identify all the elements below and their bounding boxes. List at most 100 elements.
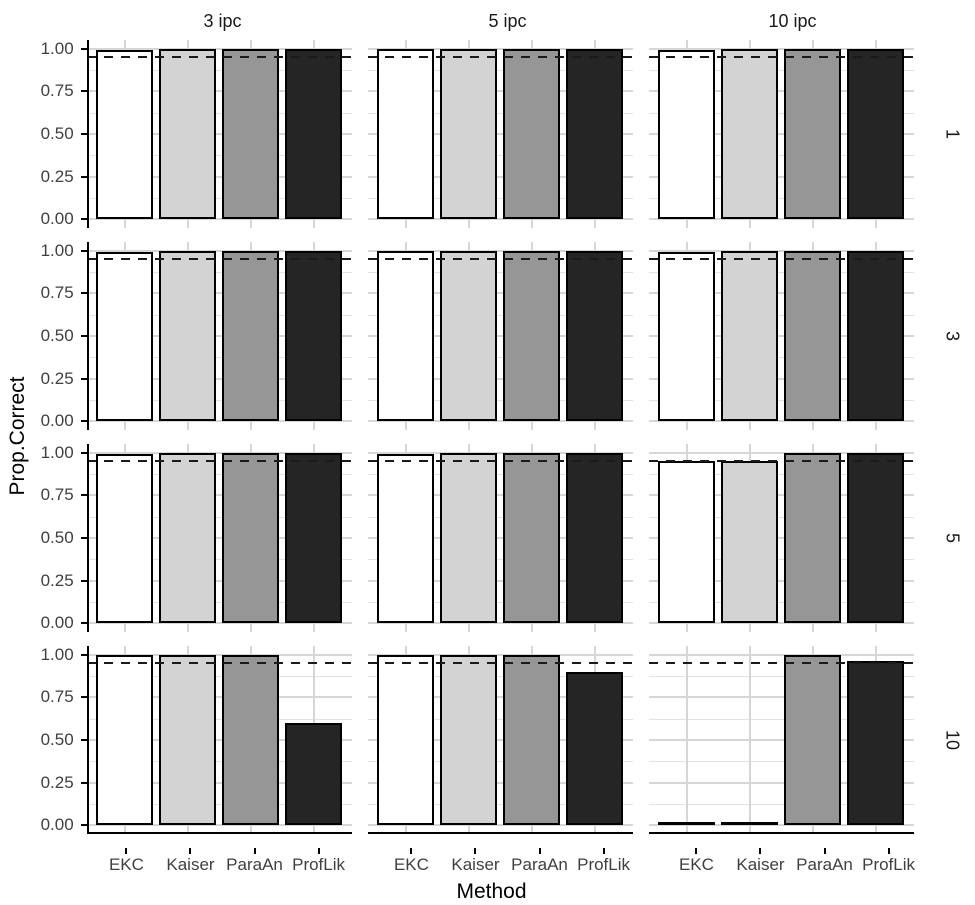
gridline-minor-h bbox=[367, 69, 633, 71]
gridline-minor-h bbox=[86, 198, 352, 200]
y-tick-mark bbox=[80, 781, 87, 784]
bar-Kaiser bbox=[721, 48, 779, 220]
panel-5-3ipc bbox=[86, 444, 352, 632]
x-tick-mark bbox=[823, 848, 826, 854]
gridline-minor-h bbox=[86, 675, 352, 677]
gridline-major-h bbox=[86, 579, 352, 582]
x-tick-label-Kaiser: Kaiser bbox=[451, 855, 500, 874]
gridline-major-h bbox=[367, 292, 633, 295]
gridline-minor-h bbox=[648, 718, 914, 720]
gridline-major-h bbox=[648, 622, 914, 625]
gridline-minor-h bbox=[367, 602, 633, 604]
y-axis-line bbox=[86, 444, 89, 632]
bar-EKC bbox=[658, 461, 715, 624]
panel-1-5ipc bbox=[367, 40, 633, 228]
bar-ParaAn bbox=[222, 452, 280, 624]
x-tick-label-Kaiser: Kaiser bbox=[166, 855, 215, 874]
gridline-major-h bbox=[86, 249, 352, 252]
panel-5-5ipc bbox=[367, 444, 633, 632]
bar-ProfLik bbox=[566, 48, 624, 220]
gridline-minor-h bbox=[86, 602, 352, 604]
gridline-minor-h bbox=[367, 314, 633, 316]
x-axis-title: Method bbox=[456, 880, 527, 903]
bar-ParaAn bbox=[503, 654, 561, 826]
gridline-major-h bbox=[367, 218, 633, 221]
row-strip-label: 5 bbox=[942, 532, 963, 544]
gridline-major-h bbox=[86, 47, 352, 50]
x-tick-label-ProfLik: ProfLik bbox=[862, 855, 916, 874]
x-tick-mark bbox=[695, 848, 698, 854]
y-tick-mark bbox=[80, 133, 87, 135]
bar-EKC bbox=[658, 50, 715, 220]
gridline-major-h bbox=[648, 377, 914, 380]
gridline-major-h bbox=[367, 377, 633, 380]
gridline-major-h bbox=[86, 218, 352, 221]
reference-line bbox=[367, 662, 633, 665]
gridline-minor-h bbox=[86, 357, 352, 359]
gridline-major-h bbox=[648, 175, 914, 178]
reference-line bbox=[648, 662, 914, 665]
gridline-major-h bbox=[86, 420, 352, 423]
gridline-major-h bbox=[367, 420, 633, 423]
gridline-minor-h bbox=[86, 112, 352, 114]
gridline-minor-h bbox=[648, 516, 914, 518]
gridline-minor-h bbox=[86, 400, 352, 402]
gridline-minor-h bbox=[367, 559, 633, 561]
gridline-minor-h bbox=[648, 804, 914, 806]
reference-line bbox=[367, 258, 633, 261]
bar-EKC bbox=[377, 654, 434, 826]
row-strip-1: 1 bbox=[930, 40, 975, 228]
row-strip-5: 5 bbox=[930, 444, 975, 632]
bar-EKC bbox=[377, 454, 434, 624]
x-tick-label-EKC: EKC bbox=[678, 855, 714, 874]
gridline-minor-h bbox=[86, 559, 352, 561]
gridline-major-h bbox=[648, 133, 914, 135]
x-tick-label-ParaAn: ParaAn bbox=[226, 855, 283, 874]
gridline-major-h bbox=[648, 218, 914, 221]
reference-line bbox=[648, 56, 914, 59]
gridline-minor-h bbox=[648, 69, 914, 71]
y-tick-mark bbox=[80, 292, 87, 295]
y-axis-gutter: 1.00 0.75 0.50 0.25 0.00 bbox=[0, 241, 87, 430]
bar-ProfLik bbox=[566, 452, 624, 624]
bar-ParaAn bbox=[222, 654, 280, 826]
gridline-minor-h bbox=[86, 761, 352, 763]
bar-EKC bbox=[377, 48, 434, 220]
gridline-major-h bbox=[367, 335, 633, 337]
bar-ParaAn bbox=[784, 654, 842, 826]
y-tick-mark bbox=[80, 696, 87, 699]
bar-ParaAn bbox=[503, 452, 561, 624]
gridline-minor-h bbox=[86, 516, 352, 518]
gridline-minor-h bbox=[648, 473, 914, 475]
reference-line bbox=[86, 258, 352, 261]
gridline-minor-h bbox=[367, 675, 633, 677]
gridline-minor-h bbox=[367, 718, 633, 720]
bar-ParaAn bbox=[222, 48, 280, 220]
bar-EKC bbox=[96, 654, 153, 826]
gridline-major-h bbox=[648, 90, 914, 93]
y-tick-mark bbox=[80, 494, 87, 497]
y-tick-label: 0.75 bbox=[40, 81, 74, 101]
bar-Kaiser bbox=[440, 48, 498, 220]
x-labels-5ipc: EKC Kaiser ParaAn ProfLik bbox=[373, 848, 642, 878]
reference-line bbox=[367, 460, 633, 463]
gridline-major-h bbox=[367, 696, 633, 699]
gridline-minor-h bbox=[648, 112, 914, 114]
bar-Kaiser bbox=[440, 654, 498, 826]
gridline-minor-h bbox=[86, 271, 352, 273]
x-axis-line bbox=[367, 832, 633, 834]
col-strip-label-1: 3 ipc bbox=[203, 10, 242, 31]
y-tick-mark bbox=[80, 249, 87, 252]
x-axis-line bbox=[648, 832, 914, 834]
bar-EKC bbox=[377, 250, 434, 422]
x-tick-label-ProfLik: ProfLik bbox=[577, 855, 631, 874]
y-tick-mark bbox=[80, 335, 87, 337]
x-tick-mark bbox=[538, 848, 541, 854]
y-tick-label: 0.00 bbox=[40, 815, 74, 835]
gridline-minor-h bbox=[86, 155, 352, 157]
gridline-major-h bbox=[86, 175, 352, 178]
gridline-major-h bbox=[86, 335, 352, 337]
x-tick-mark bbox=[602, 848, 605, 854]
row-strip-label: 1 bbox=[942, 128, 963, 140]
panel-5-10ipc bbox=[648, 444, 914, 632]
